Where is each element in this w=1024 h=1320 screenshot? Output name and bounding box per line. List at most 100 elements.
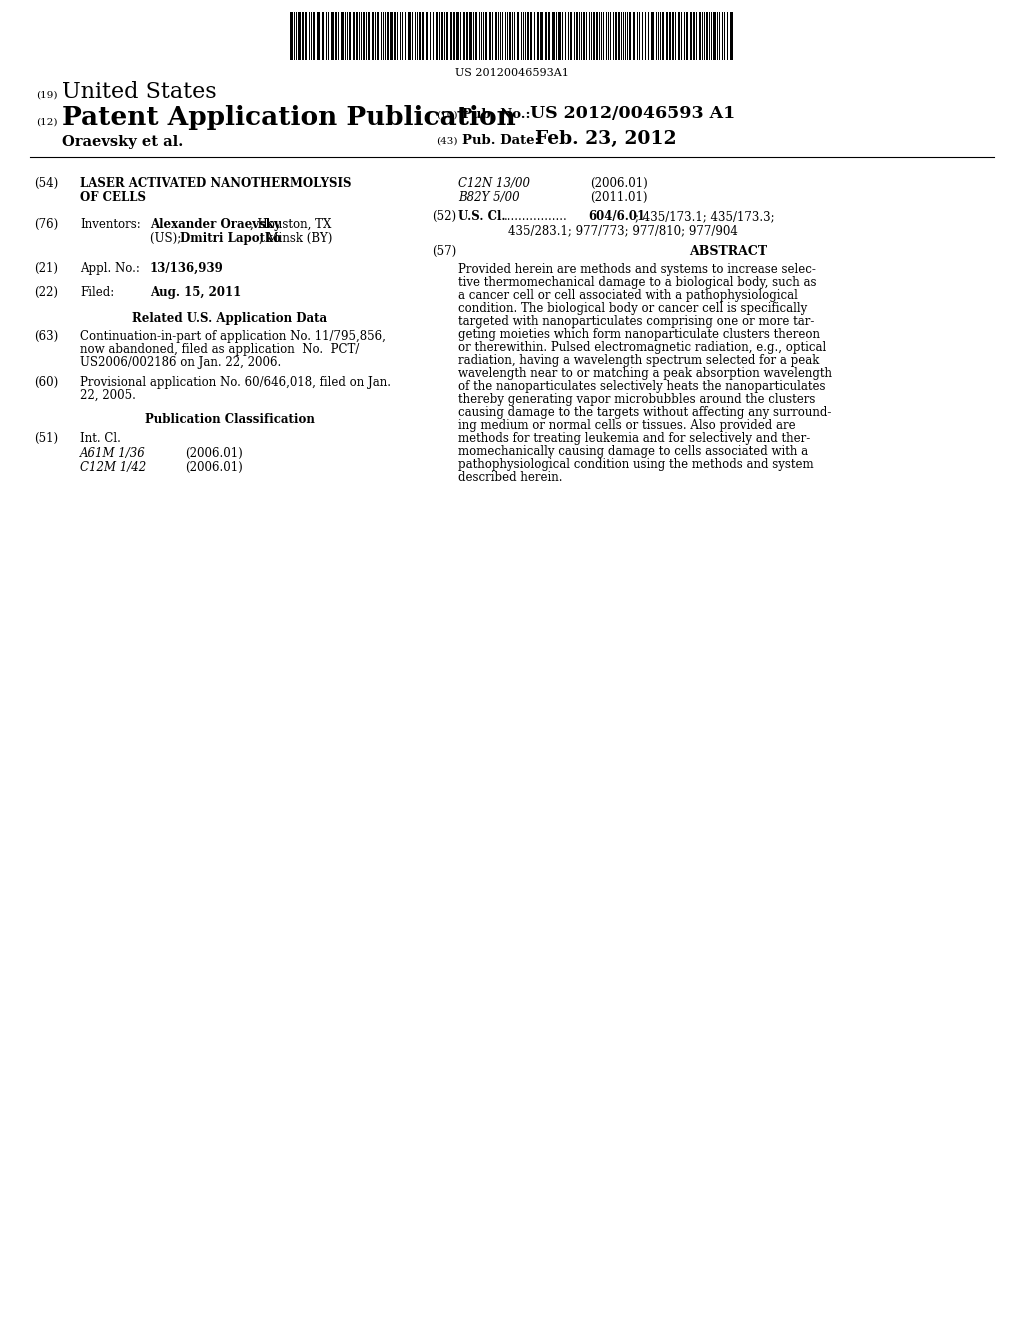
Bar (290, 12, 293, 59)
Text: of the nanoparticulates selectively heats the nanoparticulates: of the nanoparticulates selectively heat… (458, 380, 825, 393)
Bar (335, 12, 337, 59)
Text: United States: United States (62, 81, 217, 103)
Text: thereby generating vapor microbubbles around the clusters: thereby generating vapor microbubbles ar… (458, 393, 815, 407)
Bar (298, 12, 301, 59)
Text: pathophysiological condition using the methods and system: pathophysiological condition using the m… (458, 458, 814, 471)
Bar (394, 12, 396, 59)
Bar (322, 12, 324, 59)
Text: geting moieties which form nanoparticulate clusters thereon: geting moieties which form nanoparticula… (458, 327, 820, 341)
Bar (662, 12, 664, 59)
Text: (43): (43) (436, 137, 458, 147)
Text: (54): (54) (34, 177, 58, 190)
Bar (317, 12, 319, 59)
Bar (530, 12, 532, 59)
Bar (466, 12, 468, 59)
Bar (463, 12, 465, 59)
Text: (51): (51) (34, 432, 58, 445)
Bar (706, 12, 708, 59)
Text: (57): (57) (432, 246, 457, 257)
Bar (583, 12, 585, 59)
Text: or therewithin. Pulsed electromagnetic radiation, e.g., optical: or therewithin. Pulsed electromagnetic r… (458, 341, 826, 354)
Bar (558, 12, 561, 59)
Bar (362, 12, 365, 59)
Bar (517, 12, 519, 59)
Bar (699, 12, 701, 59)
Bar (690, 12, 692, 59)
Bar (356, 12, 358, 59)
Bar (686, 12, 688, 59)
Text: Pub. Date:: Pub. Date: (462, 135, 540, 147)
Text: Appl. No.:: Appl. No.: (80, 261, 140, 275)
Bar (353, 12, 355, 59)
Bar (666, 12, 668, 59)
Bar (651, 12, 654, 59)
Text: (2006.01): (2006.01) (185, 461, 243, 474)
Text: Alexander Oraevsky: Alexander Oraevsky (150, 218, 281, 231)
Text: (2006.01): (2006.01) (590, 177, 648, 190)
Text: Filed:: Filed: (80, 286, 115, 300)
Bar (509, 12, 511, 59)
Text: Provided herein are methods and systems to increase selec-: Provided herein are methods and systems … (458, 263, 816, 276)
Bar (426, 12, 428, 59)
Bar (469, 12, 472, 59)
Bar (305, 12, 307, 59)
Text: (63): (63) (34, 330, 58, 343)
Bar (456, 12, 459, 59)
Text: (US);: (US); (150, 232, 185, 246)
Bar (713, 12, 716, 59)
Text: wavelength near to or matching a peak absorption wavelength: wavelength near to or matching a peak ab… (458, 367, 831, 380)
Bar (368, 12, 370, 59)
Bar (693, 12, 695, 59)
Bar (341, 12, 344, 59)
Text: 604/6.01: 604/6.01 (588, 210, 645, 223)
Text: , Minsk (BY): , Minsk (BY) (259, 232, 333, 246)
Text: ing medium or normal cells or tissues. Also provided are: ing medium or normal cells or tissues. A… (458, 418, 796, 432)
Bar (408, 12, 411, 59)
Bar (669, 12, 671, 59)
Bar (570, 12, 572, 59)
Text: ABSTRACT: ABSTRACT (689, 246, 767, 257)
Bar (446, 12, 449, 59)
Text: Publication Classification: Publication Classification (145, 413, 315, 426)
Text: now abandoned, filed as application  No.  PCT/: now abandoned, filed as application No. … (80, 343, 359, 356)
Bar (349, 12, 351, 59)
Text: (60): (60) (34, 376, 58, 389)
Text: U.S. Cl.: U.S. Cl. (458, 210, 506, 223)
Text: (10): (10) (436, 111, 458, 120)
Bar (545, 12, 547, 59)
Text: ; 435/173.1; 435/173.3;: ; 435/173.1; 435/173.3; (635, 210, 774, 223)
Text: .................: ................. (504, 210, 567, 223)
Text: (22): (22) (34, 286, 58, 300)
Bar (390, 12, 393, 59)
Text: (52): (52) (432, 210, 456, 223)
Text: US 20120046593A1: US 20120046593A1 (455, 69, 569, 78)
Bar (575, 12, 578, 59)
Text: Patent Application Publication: Patent Application Publication (62, 106, 516, 129)
Text: (2011.01): (2011.01) (590, 191, 647, 205)
Bar (377, 12, 379, 59)
Bar (453, 12, 455, 59)
Bar (450, 12, 452, 59)
Text: tive thermomechanical damage to a biological body, such as: tive thermomechanical damage to a biolog… (458, 276, 816, 289)
Bar (313, 12, 315, 59)
Bar (441, 12, 443, 59)
Text: Inventors:: Inventors: (80, 218, 140, 231)
Bar (618, 12, 620, 59)
Bar (537, 12, 539, 59)
Bar (485, 12, 487, 59)
Bar (540, 12, 543, 59)
Text: A61M 1/36: A61M 1/36 (80, 447, 145, 459)
Text: US2006/002186 on Jan. 22, 2006.: US2006/002186 on Jan. 22, 2006. (80, 356, 282, 370)
Text: LASER ACTIVATED NANOTHERMOLYSIS: LASER ACTIVATED NANOTHERMOLYSIS (80, 177, 351, 190)
Bar (552, 12, 555, 59)
Text: methods for treating leukemia and for selectively and ther-: methods for treating leukemia and for se… (458, 432, 810, 445)
Text: Feb. 23, 2012: Feb. 23, 2012 (535, 129, 677, 148)
Text: targeted with nanoparticulates comprising one or more tar-: targeted with nanoparticulates comprisin… (458, 315, 814, 327)
Bar (633, 12, 635, 59)
Text: , Houston, TX: , Houston, TX (250, 218, 332, 231)
Bar (672, 12, 674, 59)
Bar (678, 12, 680, 59)
Bar (730, 12, 733, 59)
Bar (419, 12, 421, 59)
Text: (12): (12) (37, 117, 58, 127)
